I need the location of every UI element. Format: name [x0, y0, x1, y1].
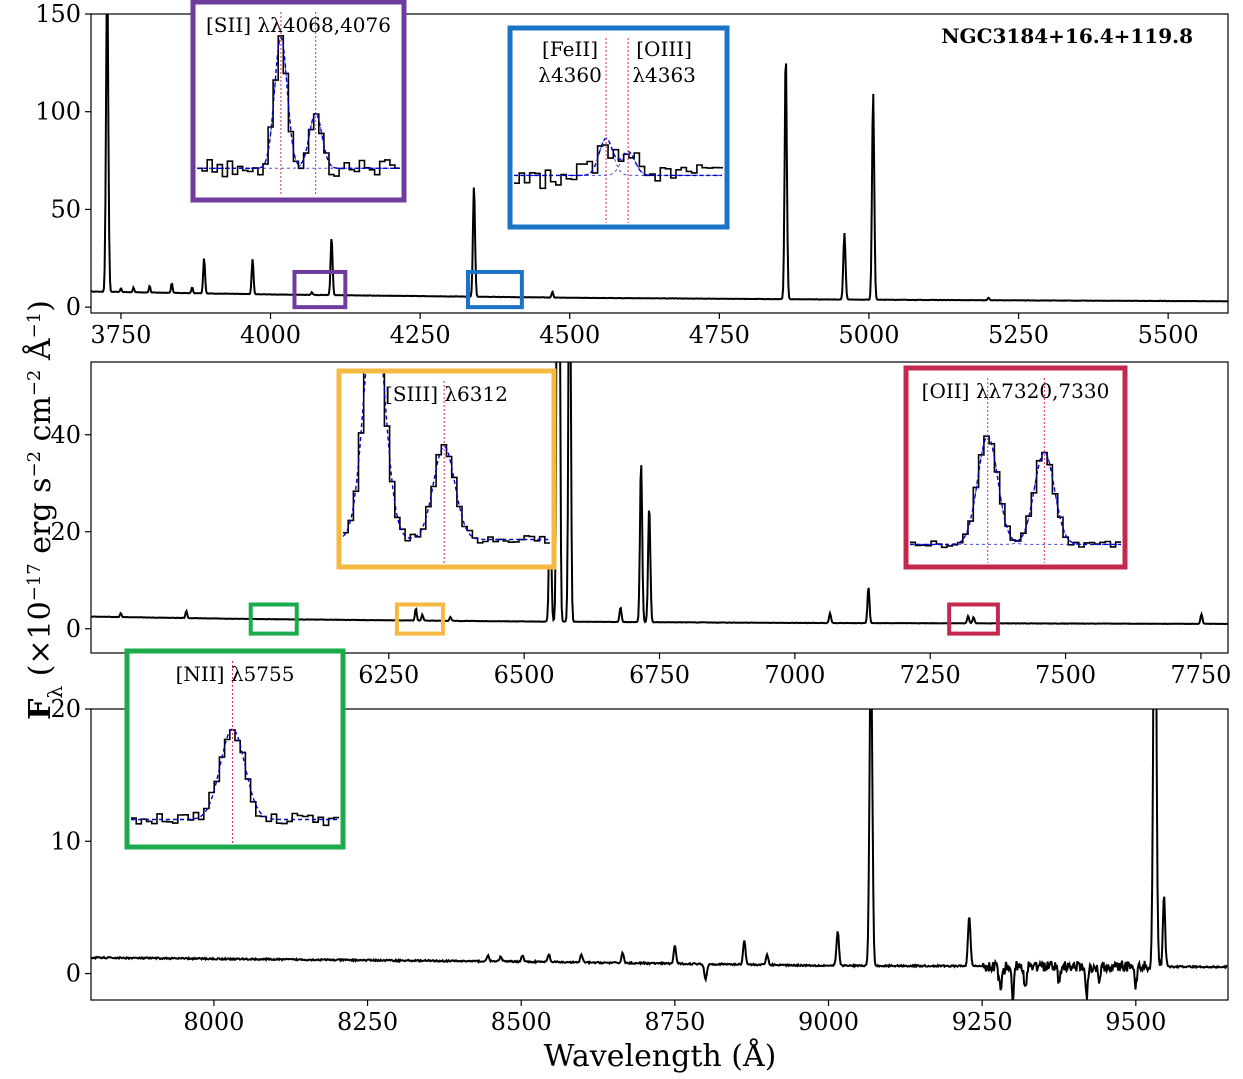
inset-nii: [NII] λ5755 — [124, 648, 346, 850]
zoom-box-green — [248, 602, 299, 636]
inset-fit-component — [910, 451, 1121, 545]
x-tick-label: 8000 — [183, 1008, 244, 1036]
zoom-box-crimson — [947, 602, 1000, 636]
x-tick-label: 8250 — [337, 1008, 398, 1036]
x-tick-label: 7000 — [764, 661, 825, 689]
x-tick-label: 5250 — [988, 321, 1049, 349]
y-tick-label: 20 — [50, 695, 81, 723]
x-tick-label: 7750 — [1170, 661, 1231, 689]
inset-spectrum — [514, 144, 723, 190]
x-tick-label: 8750 — [644, 1008, 705, 1036]
x-tick-label: 9500 — [1105, 1008, 1166, 1036]
x-tick-label: 3750 — [90, 321, 151, 349]
x-tick-label: 7250 — [900, 661, 961, 689]
x-tick-label: 6250 — [358, 661, 419, 689]
inset-label-species: [OIII] — [636, 37, 692, 61]
panel-frame-top — [90, 13, 1229, 314]
zoom-box-purple — [292, 269, 348, 310]
panel-top: 3750 4000 4250 4500 4750 5000 5250 5500 0 50 100 15… — [35, 0, 1229, 349]
panel-frame-bottom — [90, 708, 1229, 1001]
panel-bottom: 8000 8250 8500 8750 9000 9250 9500 0 10 20 — [50, 695, 1229, 1036]
y-tick-label: 0 — [66, 293, 81, 321]
inset-spectrum — [131, 729, 339, 827]
y-tick-label: 150 — [35, 0, 81, 28]
y-axis-title: Fλ (×10−17 erg s−2 cm−2 Å−1) — [22, 300, 67, 720]
panels-layer: 3750 4000 4250 4500 4750 5000 5250 550005010015… — [35, 0, 1231, 1036]
inset-label-wave: λ4360 — [538, 63, 602, 87]
inset-label: [NII] λ5755 — [176, 662, 295, 686]
x-tick-label: 4000 — [240, 321, 301, 349]
inset-feii-oiii: [FeII]λ4360 [OIII]λ4363 — [507, 25, 730, 230]
inset-oii: [OII] λλ7320,7330 — [903, 365, 1128, 570]
x-tick-label: 5500 — [1138, 321, 1199, 349]
x-tick-label: 9250 — [952, 1008, 1013, 1036]
inset-fit — [342, 371, 549, 541]
y-tick-label: 100 — [35, 98, 81, 126]
y-tick-label: 50 — [50, 195, 81, 223]
x-tick-label: 7500 — [1035, 661, 1096, 689]
inset-siii: [SIII] λ6312 — [336, 368, 557, 570]
y-tick-label: 0 — [66, 960, 81, 988]
zoom-box-orange — [394, 602, 445, 636]
inset-frame — [124, 648, 346, 850]
panel-middle: 6250 6500 6750 7000 7250 7500 7750 0 20 40 — [50, 361, 1231, 689]
inset-label-species: [FeII] — [542, 37, 598, 61]
y-tick-label: 40 — [50, 421, 81, 449]
zoom-box-blue — [466, 269, 524, 310]
x-tick-label: 6500 — [494, 661, 555, 689]
x-tick-label: 5000 — [838, 321, 899, 349]
y-tick-label: 20 — [50, 518, 81, 546]
inset-label: [OII] λλ7320,7330 — [922, 379, 1110, 403]
inset-label-wave: λ4363 — [632, 63, 696, 87]
inset-frame — [190, 0, 407, 203]
object-label: NGC3184+16.4+119.8 — [941, 24, 1193, 48]
x-tick-label: 6750 — [629, 661, 690, 689]
x-tick-label: 4250 — [390, 321, 451, 349]
x-tick-label: 4500 — [539, 321, 600, 349]
inset-frame — [903, 365, 1128, 570]
inset-fit — [514, 137, 722, 177]
inset-frame — [336, 368, 557, 570]
inset-spectrum — [910, 435, 1121, 549]
inset-label: [SII] λλ4068,4076 — [206, 13, 391, 37]
spectrum-line-bottom — [91, 709, 1228, 1000]
x-tick-label: 4750 — [689, 321, 750, 349]
y-tick-label: 10 — [50, 827, 81, 855]
inset-sii: [SII] λλ4068,4076 — [190, 0, 407, 203]
x-tick-label: 9000 — [798, 1008, 859, 1036]
inset-label: [SIII] λ6312 — [385, 382, 508, 406]
spectrum-line-middle — [91, 362, 1228, 626]
inset-frame — [507, 25, 730, 230]
inset-spectrum — [343, 371, 550, 544]
y-tick-label: 0 — [66, 615, 81, 643]
spectrum-line-top — [91, 14, 1228, 303]
insets-layer: [SII] λλ4068,4076[FeII]λ4360[OIII]λ4363[… — [124, 0, 1128, 850]
x-tick-label: 8500 — [491, 1008, 552, 1036]
x-axis-title: Wavelength (Å) — [544, 1038, 777, 1074]
